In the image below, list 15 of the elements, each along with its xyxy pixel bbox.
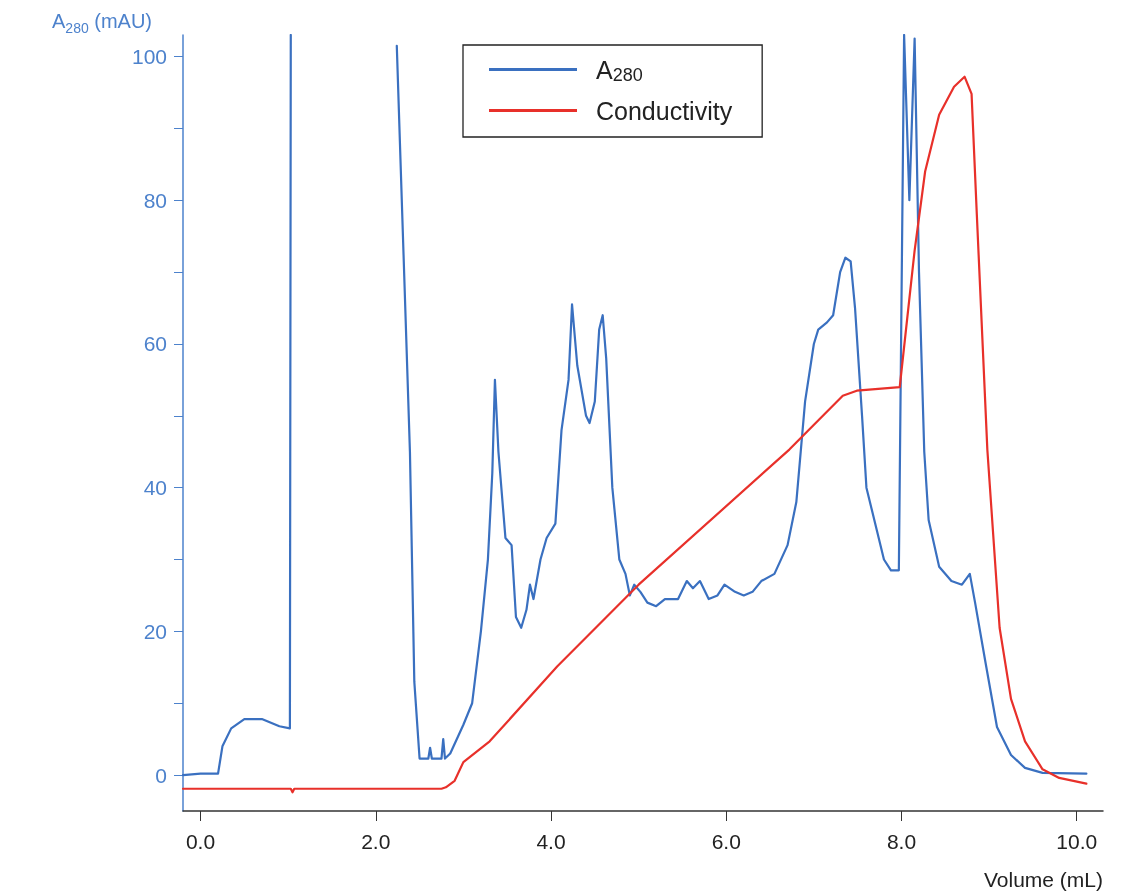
y-tick-label: 100: [131, 45, 167, 69]
x-tick-label: 6.0: [711, 830, 741, 853]
y-tick-label: 80: [143, 188, 167, 212]
x-tick-label: 0.0: [185, 830, 216, 853]
legend-label: Conductivity: [596, 96, 733, 125]
y-tick-label: 0: [155, 763, 167, 787]
x-tick-label: 8.0: [886, 830, 917, 853]
x-axis-title: Volume (mL): [983, 868, 1103, 891]
y-tick-label: 40: [143, 476, 167, 500]
x-tick-label: 10.0: [1056, 830, 1098, 853]
y-axis-title: A$_{280}$ (mAU): [52, 10, 153, 36]
x-tick-label: 2.0: [361, 830, 391, 853]
y-tick-label: 60: [143, 332, 167, 356]
x-tick-label: 4.0: [536, 830, 566, 853]
y-tick-label: 20: [143, 619, 167, 643]
